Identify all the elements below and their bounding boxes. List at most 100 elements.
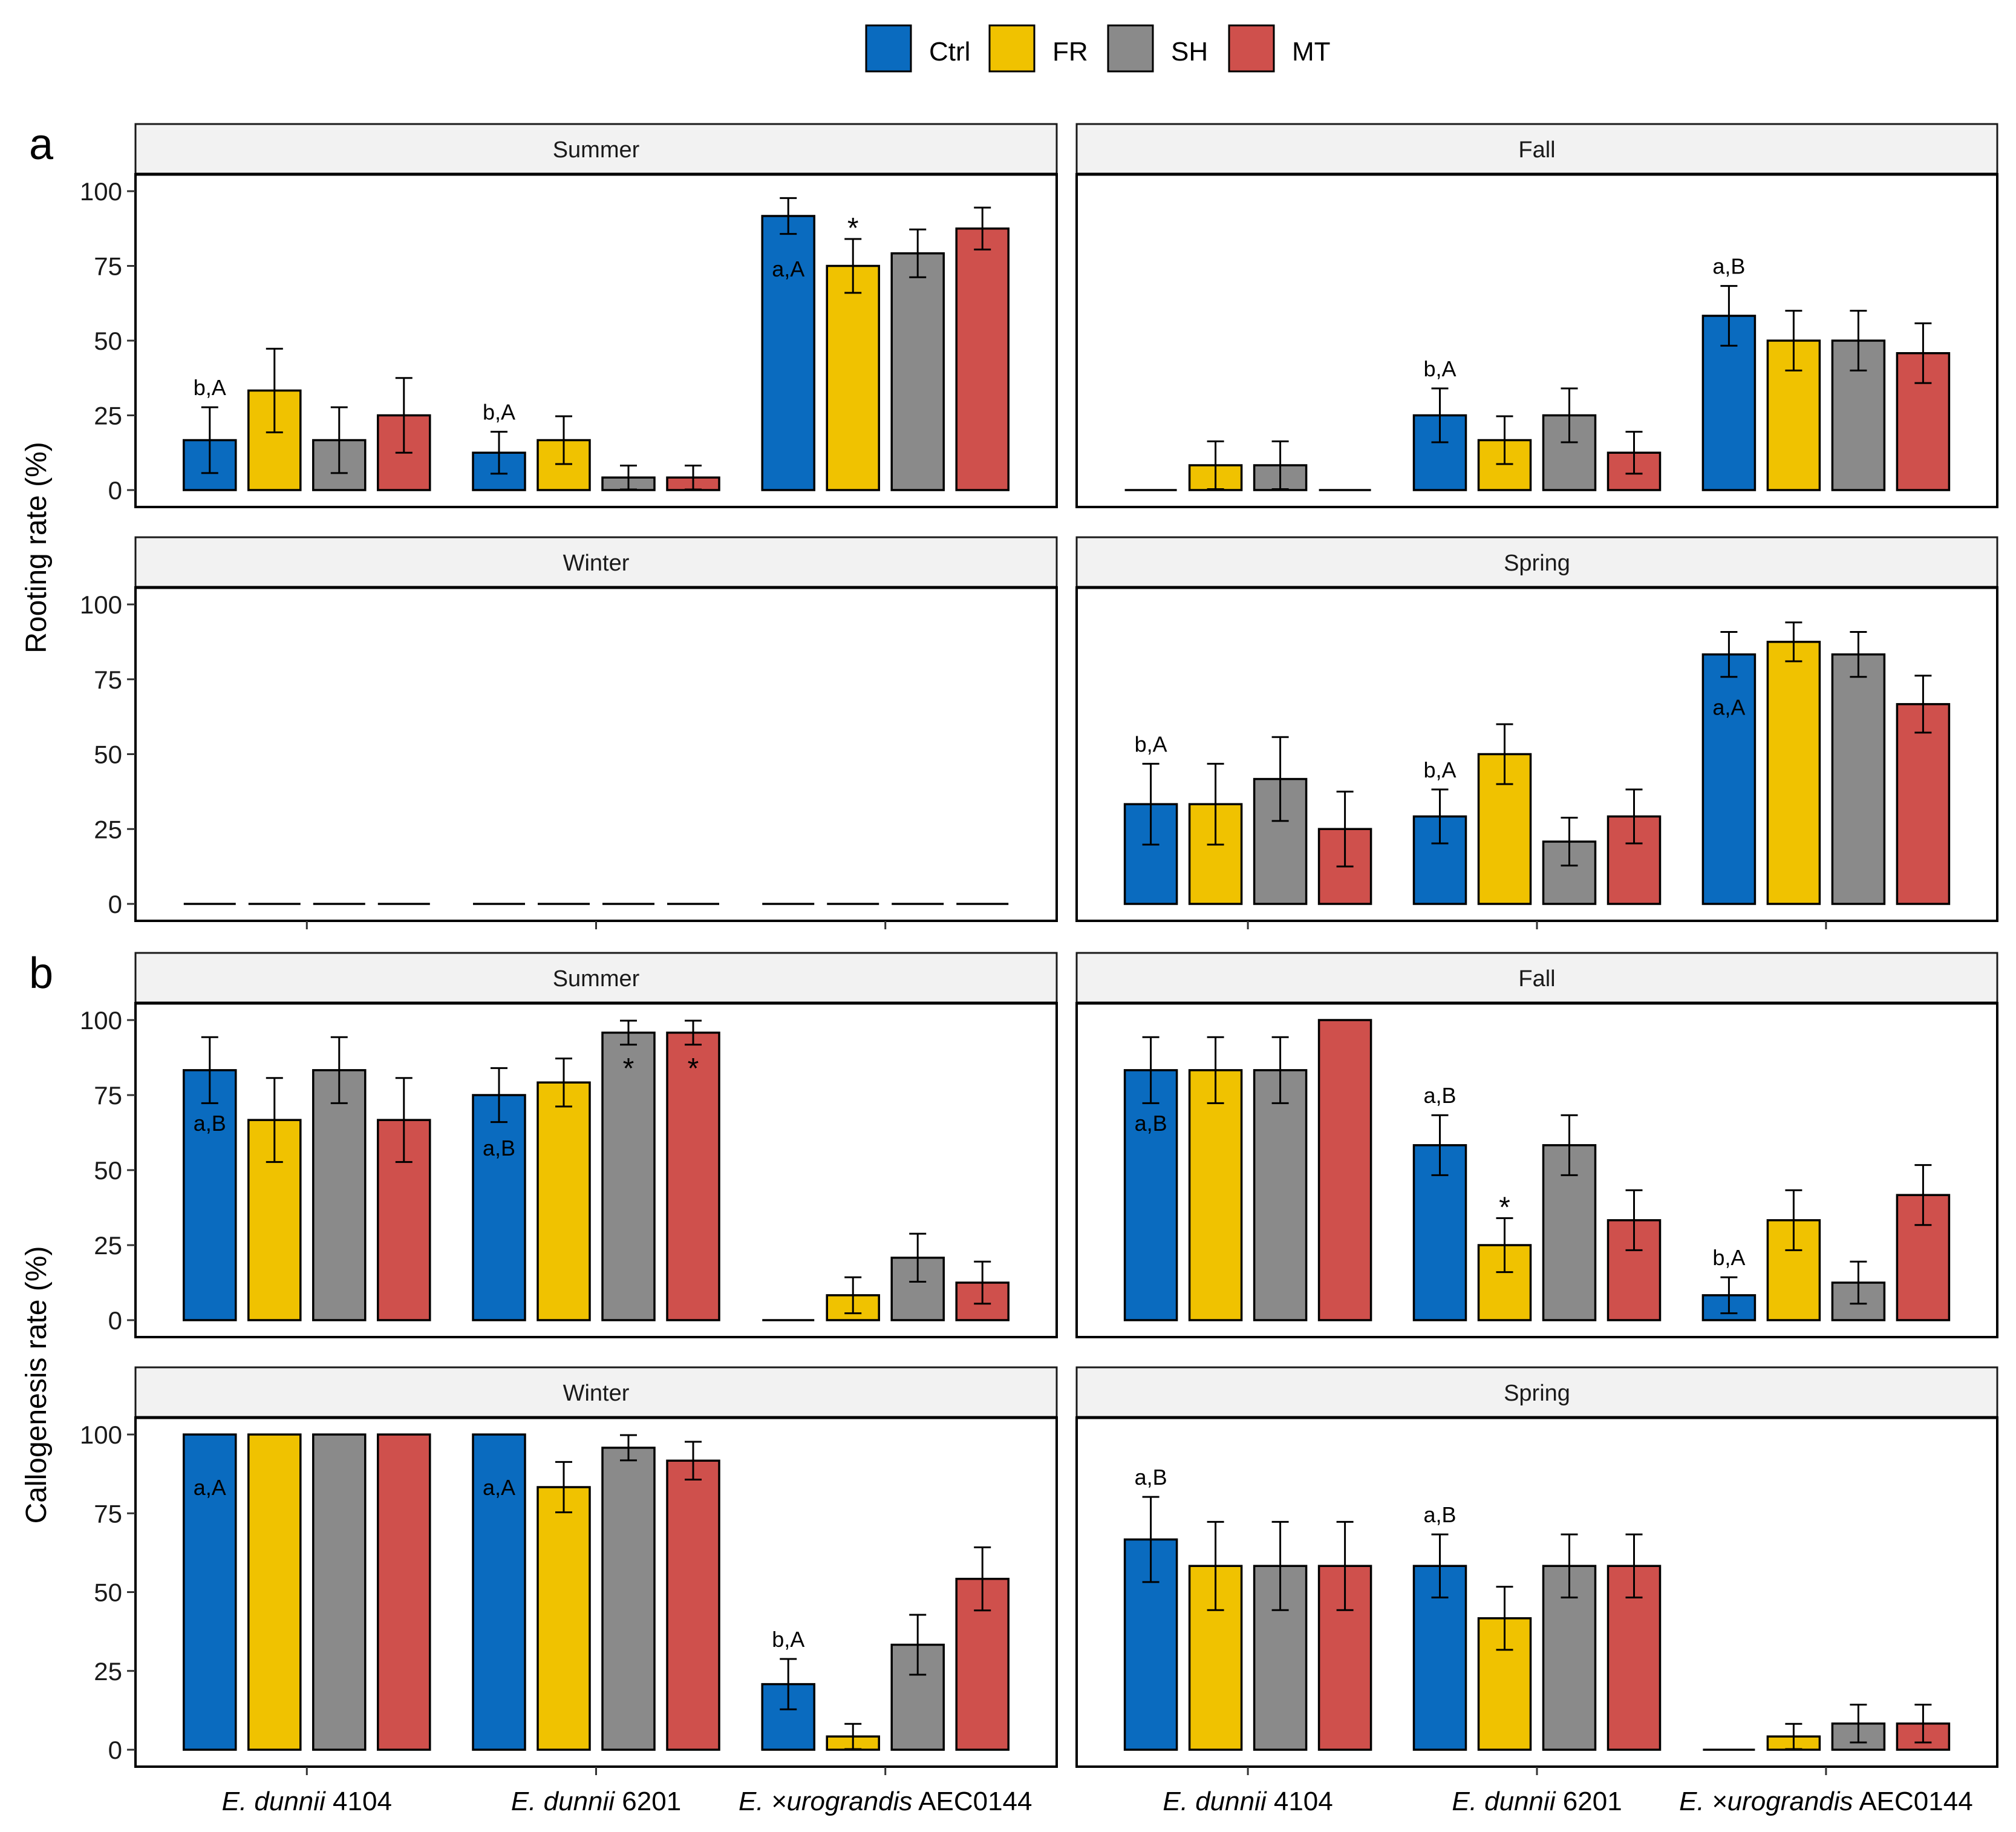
bar-a-spring-g2-mt (1896, 703, 1951, 905)
bar-b-winter-g0-mt (377, 1433, 431, 1751)
legend-label-fr: FR (1052, 37, 1088, 67)
errorbar-a-summer-g1-sh (620, 464, 637, 491)
annotation-b-fall-0: a,B (1135, 1111, 1167, 1136)
category-species: E. dunnii (1452, 1787, 1556, 1816)
category-label-col1-2: E. ×urograndis AEC0144 (1679, 1787, 1973, 1816)
strip-title-b-winter: Winter (563, 1381, 630, 1406)
errorbar-a-spring-g2-mt (1914, 675, 1932, 734)
errorbar-a-summer-g1-ctrl (491, 431, 507, 475)
category-label-col0-2: E. ×urograndis AEC0144 (739, 1787, 1032, 1816)
strip-title-a-spring: Spring (1504, 551, 1570, 576)
legend-label-ctrl: Ctrl (929, 37, 970, 67)
errorbar-b-fall-g1-mt (1625, 1189, 1643, 1251)
category-species: E. dunnii (1163, 1787, 1267, 1816)
annotation-b-summer-1: a,B (483, 1136, 515, 1160)
errorbar-b-winter-g2-ctrl (780, 1658, 797, 1710)
annotation-a-spring-1: b,A (1423, 757, 1456, 782)
errorbar-a-fall-g1-ctrl (1431, 387, 1449, 443)
bar-b-fall-g0-sh (1253, 1069, 1308, 1321)
errorbar-a-summer-g1-fr (555, 415, 572, 465)
strip-a-summer (134, 123, 1058, 175)
errorbar-b-spring-g0-fr (1207, 1520, 1224, 1611)
bar-b-fall-g0-mt (1317, 1019, 1372, 1321)
annotation-a-summer-3: * (847, 212, 859, 244)
errorbar-b-summer-g0-mt (395, 1077, 413, 1163)
annotation-b-summer-3: * (688, 1053, 699, 1085)
category-species: E. dunnii (222, 1787, 326, 1816)
panel-letter-a: a (29, 120, 54, 169)
strip-b-summer (134, 952, 1058, 1004)
legend-label-sh: SH (1171, 37, 1208, 67)
legend-swatch-ctrl (865, 24, 912, 73)
category-label-col1-1: E. dunnii 6201 (1452, 1787, 1622, 1816)
category-species: urograndis (786, 1787, 912, 1816)
bar-a-summer-g2-sh (890, 252, 945, 491)
errorbar-a-summer-g2-fr (844, 238, 862, 294)
strip-title-a-fall: Fall (1518, 137, 1555, 163)
ytick-label-b-winter-100: 100 (80, 1421, 122, 1449)
errorbar-b-winter-g1-fr (555, 1461, 572, 1514)
errorbar-b-fall-g0-ctrl (1142, 1036, 1160, 1104)
annotation-a-spring-0: b,A (1135, 731, 1167, 756)
errorbar-a-fall-g1-mt (1625, 431, 1643, 475)
category-prefix: E. × (1679, 1787, 1727, 1816)
errorbar-a-spring-g1-fr (1496, 723, 1513, 785)
errorbar-a-fall-g1-fr (1496, 415, 1513, 465)
bar-a-summer-g2-ctrl (761, 215, 815, 491)
errorbar-a-spring-g2-fr (1785, 621, 1802, 662)
annotation-b-winter-1: a,A (483, 1475, 515, 1500)
ytick-label-a-winter-0: 0 (108, 890, 122, 918)
panel-border-a-fall (1075, 173, 1998, 508)
errorbar-b-fall-g2-mt (1914, 1164, 1932, 1226)
strip-title-b-fall: Fall (1518, 966, 1555, 992)
annotation-a-summer-1: b,A (483, 400, 515, 425)
ytick-label-b-summer-0: 0 (108, 1306, 122, 1335)
ytick-label-a-summer-75: 75 (94, 252, 122, 281)
annotation-b-winter-0: a,A (194, 1475, 226, 1500)
legend-swatch-fr (988, 24, 1036, 73)
errorbar-b-summer-g2-fr (844, 1276, 862, 1315)
bar-a-summer-g2-mt (955, 227, 1010, 491)
legend-swatch-mt (1228, 24, 1275, 73)
ytick-label-b-summer-50: 50 (94, 1156, 122, 1185)
errorbar-a-summer-g1-mt (685, 464, 702, 491)
errorbar-a-spring-g0-fr (1207, 762, 1224, 846)
errorbar-a-spring-g0-mt (1336, 790, 1354, 868)
strip-title-b-spring: Spring (1504, 1381, 1570, 1406)
errorbar-a-spring-g1-mt (1625, 788, 1643, 845)
errorbar-b-winter-g2-fr (844, 1722, 862, 1750)
errorbar-b-summer-g0-sh (330, 1036, 348, 1104)
annotation-b-spring-0: a,B (1135, 1465, 1167, 1490)
annotation-b-summer-0: a,B (194, 1111, 226, 1136)
errorbar-b-summer-g1-sh (620, 1019, 637, 1046)
bar-a-spring-g2-ctrl (1701, 653, 1757, 905)
errorbar-a-fall-g1-sh (1561, 387, 1578, 443)
bar-b-summer-g0-sh (312, 1069, 367, 1321)
errorbar-a-fall-g2-sh (1850, 310, 1867, 371)
legend: Ctrl FR SH MT (865, 24, 1331, 73)
errorbar-b-winter-g2-mt (974, 1546, 991, 1612)
bar-a-spring-g2-sh (1831, 653, 1886, 905)
errorbar-a-spring-g0-sh (1271, 736, 1289, 822)
errorbar-b-spring-g1-ctrl (1431, 1533, 1449, 1598)
strip-b-fall (1075, 952, 1998, 1004)
errorbar-b-summer-g2-sh (909, 1232, 927, 1283)
errorbar-a-spring-g0-ctrl (1142, 762, 1160, 846)
errorbar-b-fall-g0-sh (1271, 1036, 1289, 1104)
errorbar-b-spring-g0-ctrl (1142, 1496, 1160, 1583)
ytick-label-b-summer-25: 25 (94, 1231, 122, 1260)
errorbar-b-summer-g1-fr (555, 1057, 572, 1108)
panel-letter-b: b (29, 949, 53, 998)
errorbar-b-summer-g1-ctrl (491, 1067, 507, 1124)
errorbar-a-summer-g2-sh (909, 228, 927, 278)
bar-b-winter-g1-mt (666, 1459, 720, 1751)
category-clone: AEC0144 (1853, 1787, 1973, 1816)
errorbar-a-spring-g2-sh (1850, 631, 1867, 678)
bar-b-winter-g0-fr (247, 1433, 302, 1751)
ytick-label-b-winter-0: 0 (108, 1736, 122, 1764)
ytick-label-a-winter-100: 100 (80, 590, 122, 619)
ytick-label-b-summer-100: 100 (80, 1006, 122, 1035)
strip-b-spring (1075, 1366, 1998, 1419)
errorbar-a-fall-g2-ctrl (1720, 285, 1738, 347)
